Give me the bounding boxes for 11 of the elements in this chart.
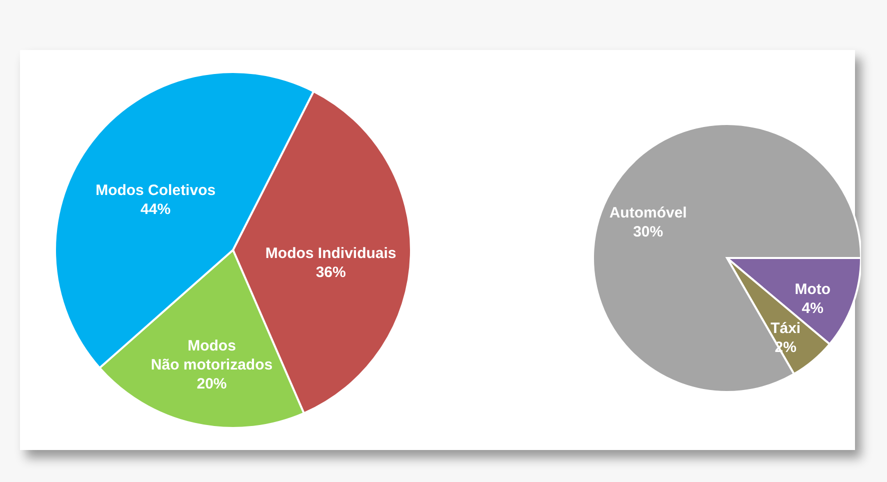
slice-label: Modos Individuais: [265, 244, 396, 262]
data-label: 20%: [196, 376, 227, 393]
slice-label: Modos Não motorizados: [150, 338, 273, 374]
data-label: 44%: [140, 201, 171, 218]
slice-label: Modos Coletivos: [96, 182, 216, 200]
slice-label: Táxi: [770, 320, 801, 337]
slice-label: Moto: [794, 281, 831, 298]
data-label: 36%: [316, 264, 346, 281]
data-label: 4%: [802, 300, 824, 318]
data-label: 30%: [633, 223, 664, 240]
slice-label: Automóvel: [609, 204, 687, 222]
